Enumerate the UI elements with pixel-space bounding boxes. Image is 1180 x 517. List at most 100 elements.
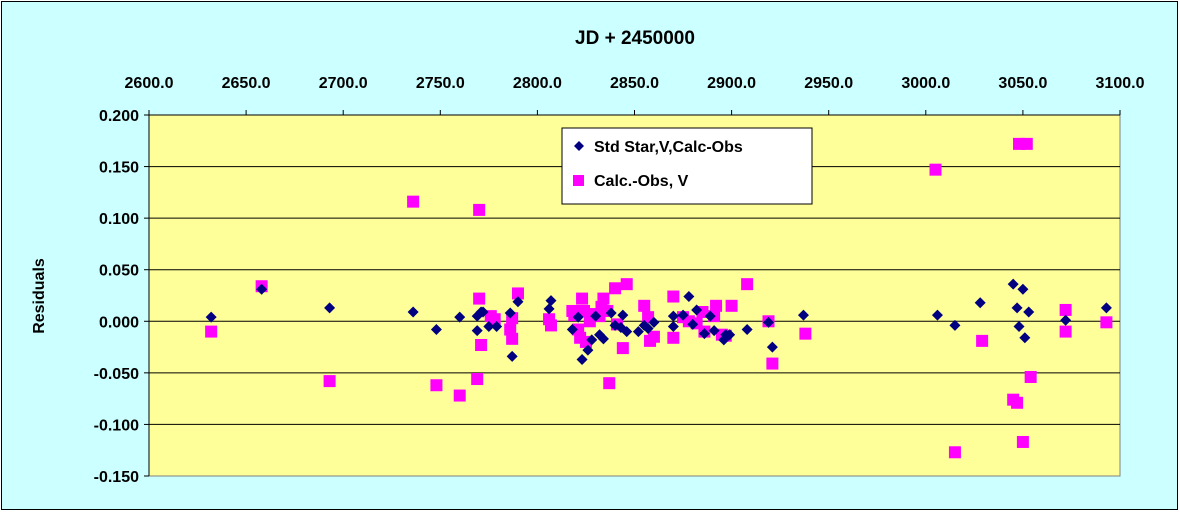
std-star-point xyxy=(704,310,716,322)
calc-obs-point xyxy=(976,334,989,347)
std-star-point xyxy=(708,325,720,337)
y-axis-ticks: 0.200 0.150 0.100 0.050 0.000 -0.050 -0.100 -0.… xyxy=(94,108,149,486)
x-tick-label: 3000.0 xyxy=(901,75,950,92)
y-tick-label: 0.000 xyxy=(99,314,139,331)
y-tick-label: 0.150 xyxy=(99,160,139,177)
std-star-point xyxy=(454,311,466,323)
calc-obs-point xyxy=(609,282,622,295)
std-star-point xyxy=(605,307,617,319)
std-star-point xyxy=(1023,306,1035,318)
std-star-point xyxy=(586,334,598,346)
calc-obs-point xyxy=(473,292,486,305)
calc-obs-point xyxy=(710,299,723,312)
calc-obs-point xyxy=(667,331,680,344)
calc-obs-point xyxy=(453,389,466,402)
std-star-point xyxy=(597,333,609,345)
std-star-point xyxy=(741,324,753,336)
std-star-point xyxy=(512,296,524,308)
std-star-point xyxy=(477,306,489,318)
std-star-point xyxy=(1060,314,1072,326)
y-tick-label: 0.200 xyxy=(99,108,139,125)
std-star-point xyxy=(543,303,555,315)
legend-marker-calc-obs xyxy=(573,175,584,186)
calc-obs-point xyxy=(597,292,610,305)
x-tick-label: 2600.0 xyxy=(125,75,174,92)
calc-obs-point xyxy=(766,357,779,370)
calc-obs-point xyxy=(430,379,443,392)
legend-box xyxy=(561,127,813,205)
calc-obs-point xyxy=(1100,316,1113,329)
y-tick-label: -0.100 xyxy=(94,417,139,434)
x-tick-label: 2650.0 xyxy=(222,75,271,92)
calc-obs-point xyxy=(1059,325,1072,338)
std-star-point xyxy=(766,341,778,353)
calc-obs-point xyxy=(544,319,557,332)
std-star-point xyxy=(949,319,961,331)
legend-marker-std-star xyxy=(574,141,584,151)
chart-title: JD + 2450000 xyxy=(575,28,695,49)
calc-obs-point xyxy=(578,304,591,317)
std-star-point xyxy=(471,325,483,337)
std-star-point xyxy=(683,291,695,303)
std-star-point xyxy=(762,316,774,328)
calc-obs-point xyxy=(1016,435,1029,448)
calc-obs-point xyxy=(475,339,488,352)
std-star-point xyxy=(617,309,629,321)
std-star-point xyxy=(483,320,495,332)
std-star-point xyxy=(648,316,660,328)
std-star-point xyxy=(1017,283,1029,295)
legend-label-calc-obs: Calc.-Obs, V xyxy=(594,173,689,190)
std-star-point xyxy=(1019,332,1031,344)
std-star-point xyxy=(430,324,442,336)
std-star-point xyxy=(931,309,943,321)
std-star-point xyxy=(324,302,336,314)
x-tick-label: 2700.0 xyxy=(319,75,368,92)
x-tick-label: 2950.0 xyxy=(804,75,853,92)
std-star-point xyxy=(1007,278,1019,290)
std-star-point xyxy=(545,295,557,307)
gridlines xyxy=(149,166,1120,425)
calc-obs-point xyxy=(506,332,519,345)
legend: Std Star,V,Calc-Obs Calc.-Obs, V xyxy=(561,127,813,205)
y-tick-label: -0.150 xyxy=(94,469,139,486)
calc-obs-point xyxy=(504,323,517,336)
calc-obs-point xyxy=(799,327,812,340)
calc-obs-point xyxy=(1059,303,1072,316)
calc-obs-point xyxy=(741,278,754,291)
x-axis-ticks: 2600.0 2650.0 2700.0 2750.0 2800.0 2850.0 2900… xyxy=(125,75,1145,476)
x-tick-label: 2850.0 xyxy=(610,75,659,92)
calc-obs-point xyxy=(603,377,616,390)
x-tick-label: 2900.0 xyxy=(707,75,756,92)
y-tick-label: 0.050 xyxy=(99,263,139,280)
std-star-point xyxy=(1013,320,1025,332)
std-star-point xyxy=(974,297,986,309)
calc-obs-point xyxy=(638,299,651,312)
std-star-point xyxy=(677,309,689,321)
std-star-point xyxy=(642,323,654,335)
y-axis-label: Residuals xyxy=(31,258,48,334)
std-star-point xyxy=(698,328,710,340)
x-tick-label: 2750.0 xyxy=(416,75,465,92)
calc-obs-point xyxy=(471,373,484,386)
std-star-point xyxy=(1011,302,1023,314)
std-star-point xyxy=(491,320,503,332)
std-star-point xyxy=(566,324,578,336)
std-star-point xyxy=(724,329,736,341)
x-tick-label: 3050.0 xyxy=(998,75,1047,92)
std-star-point xyxy=(1100,302,1112,314)
calc-obs-point xyxy=(576,292,589,305)
std-star-point xyxy=(687,318,699,330)
std-star-point xyxy=(504,307,516,319)
std-star-point xyxy=(576,353,588,365)
calc-obs-point xyxy=(1020,137,1033,150)
calc-obs-point xyxy=(473,203,486,216)
std-star-point xyxy=(572,311,584,323)
calc-obs-point xyxy=(647,330,660,343)
std-star-point xyxy=(256,283,268,295)
legend-label-std-star: Std Star,V,Calc-Obs xyxy=(594,139,743,156)
data-points xyxy=(205,137,1113,459)
std-star-point xyxy=(582,344,594,356)
calc-obs-point xyxy=(667,290,680,303)
